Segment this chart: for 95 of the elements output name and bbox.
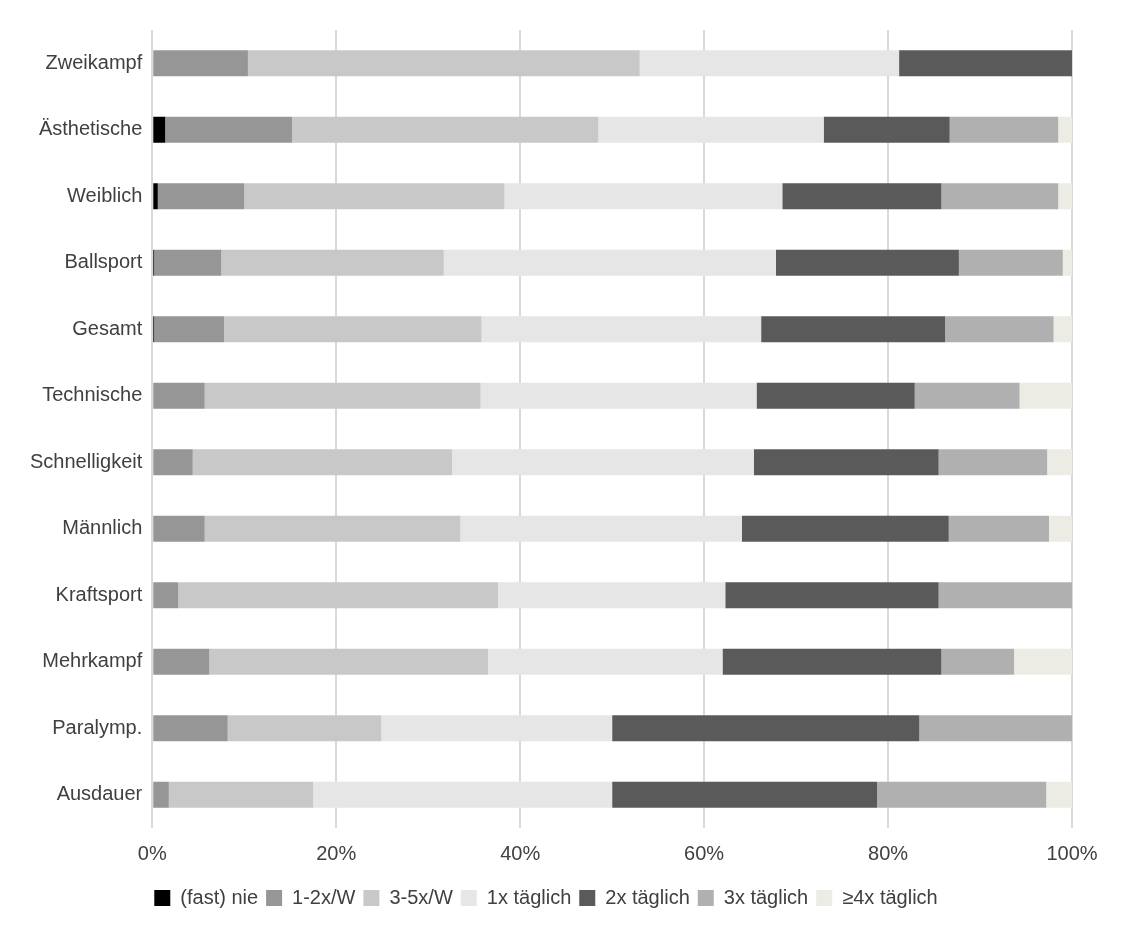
- bar: [941, 648, 1015, 675]
- y-tick-label: Ästhetische: [38, 117, 143, 140]
- bar: [756, 382, 915, 409]
- y-tick-label: Gesamt: [72, 316, 143, 339]
- bar: [481, 316, 762, 343]
- bar: [292, 116, 599, 143]
- bar: [945, 316, 1054, 343]
- legend-label: 3x täglich: [723, 885, 809, 908]
- bar: [209, 648, 488, 675]
- bar: [899, 50, 1072, 77]
- bar: [1047, 449, 1072, 476]
- bar: [154, 249, 222, 276]
- bar: [452, 449, 754, 476]
- bar: [753, 449, 939, 476]
- x-tick-label: 80%: [868, 841, 909, 864]
- y-tick-label: Zweikampf: [45, 50, 143, 73]
- x-tick-label: 20%: [316, 841, 357, 864]
- bar: [244, 183, 505, 210]
- bar: [381, 715, 613, 742]
- bar: [639, 50, 900, 77]
- bar: [949, 116, 1059, 143]
- bar: [153, 582, 179, 609]
- bar: [782, 183, 942, 210]
- bar: [165, 116, 293, 143]
- bar: [823, 116, 950, 143]
- bar: [504, 183, 783, 210]
- bar: [722, 648, 942, 675]
- bar: [919, 715, 1072, 742]
- bar: [725, 582, 939, 609]
- y-tick-label: Paralymp.: [52, 715, 143, 738]
- bar: [224, 316, 482, 343]
- bar: [153, 116, 166, 143]
- y-tick-label: Ballsport: [64, 250, 143, 273]
- bar: [1053, 316, 1072, 343]
- y-tick-label: Männlich: [62, 516, 143, 539]
- bar: [612, 715, 920, 742]
- x-tick-label: 40%: [500, 841, 541, 864]
- bar: [938, 582, 1072, 609]
- bar: [153, 183, 158, 210]
- bar: [443, 249, 776, 276]
- legend-label: 3-5x/W: [389, 885, 453, 908]
- y-tick-label: Technische: [42, 383, 143, 406]
- bar: [157, 183, 245, 210]
- bar: [480, 382, 757, 409]
- bar: [775, 249, 959, 276]
- bar: [761, 316, 946, 343]
- legend-label: ≥4x täglich: [842, 885, 938, 908]
- bar: [487, 648, 723, 675]
- y-tick-label: Weiblich: [67, 183, 143, 206]
- bar: [153, 515, 205, 542]
- y-tick-label: Kraftsport: [55, 582, 143, 605]
- bar: [1058, 183, 1072, 210]
- bar: [168, 781, 314, 808]
- bar: [153, 781, 169, 808]
- bar: [741, 515, 949, 542]
- bar: [153, 648, 210, 675]
- bar: [313, 781, 613, 808]
- bar: [204, 382, 481, 409]
- x-tick-label: 0%: [137, 841, 167, 864]
- bar: [612, 781, 878, 808]
- bar: [1019, 382, 1072, 409]
- bar: [958, 249, 1063, 276]
- bar: [948, 515, 1050, 542]
- y-tick-label: Schnelligkeit: [29, 449, 143, 472]
- bar: [221, 249, 444, 276]
- bar: [153, 382, 205, 409]
- bar: [941, 183, 1059, 210]
- bar: [498, 582, 726, 609]
- bar: [227, 715, 382, 742]
- y-tick-label: Mehrkampf: [42, 649, 143, 672]
- bar: [1062, 249, 1072, 276]
- bar: [192, 449, 453, 476]
- bar: [178, 582, 499, 609]
- bar: [153, 449, 193, 476]
- legend-label: 1x täglich: [486, 885, 572, 908]
- bar: [154, 316, 225, 343]
- bar: [460, 515, 742, 542]
- x-tick-label: 100%: [1046, 841, 1098, 864]
- bar: [938, 449, 1048, 476]
- legend-label: 1-2x/W: [292, 885, 356, 908]
- bar: [877, 781, 1047, 808]
- bar: [598, 116, 824, 143]
- bar: [1058, 116, 1072, 143]
- bar: [1014, 648, 1072, 675]
- bar: [914, 382, 1020, 409]
- bar: [247, 50, 640, 77]
- bar: [1049, 515, 1072, 542]
- bar: [204, 515, 461, 542]
- x-tick-label: 60%: [684, 841, 725, 864]
- bar: [153, 715, 228, 742]
- legend-label: 2x täglich: [605, 885, 690, 908]
- legend-label: (fast) nie: [180, 885, 259, 908]
- bar: [1046, 781, 1072, 808]
- bar: [153, 50, 248, 77]
- y-tick-label: Ausdauer: [56, 782, 143, 805]
